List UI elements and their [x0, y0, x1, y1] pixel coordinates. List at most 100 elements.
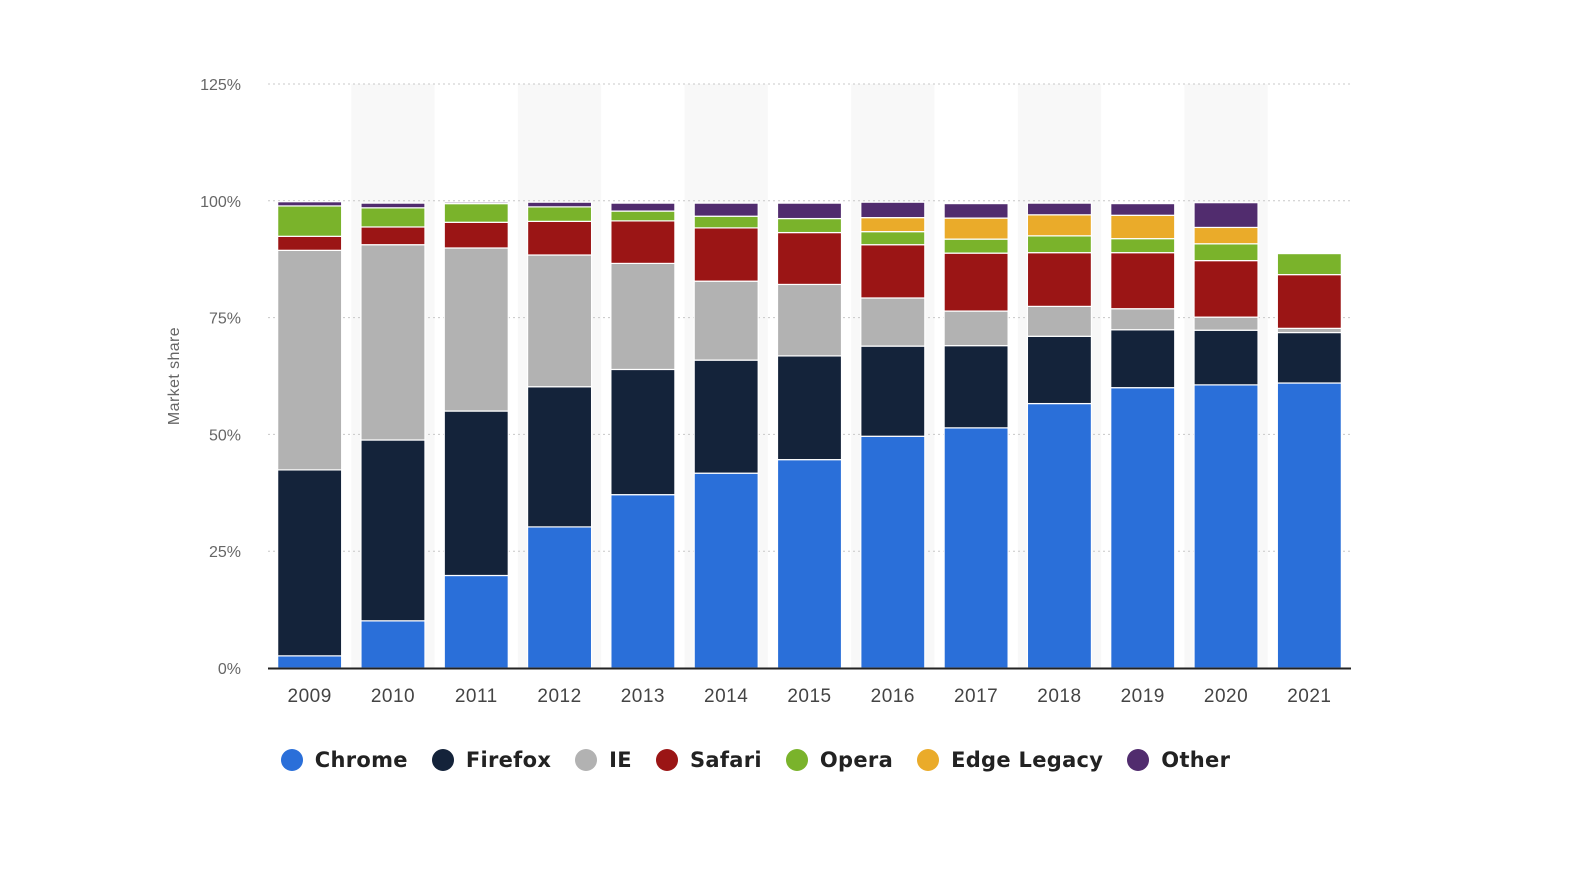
bar-ie[interactable] [1026, 305, 1093, 337]
bar-safari[interactable] [526, 220, 593, 256]
legend-dot-icon [431, 749, 454, 771]
bar-safari[interactable] [1026, 252, 1093, 307]
bar-chrome[interactable] [1026, 402, 1093, 669]
bar-safari[interactable] [1193, 260, 1259, 318]
bar-firefox[interactable] [1110, 329, 1176, 389]
legend-label: Firefox [465, 748, 552, 772]
y-tick-label: 125% [200, 77, 241, 94]
bar-opera[interactable] [776, 217, 843, 234]
bar-opera[interactable] [1193, 243, 1259, 262]
legend-dot-icon [280, 749, 303, 771]
bar-opera[interactable] [360, 207, 426, 228]
legend-item-opera[interactable]: Opera [785, 748, 893, 772]
bar-edge-legacy[interactable] [1110, 214, 1176, 240]
bar-ie[interactable] [860, 297, 926, 347]
bar-chrome[interactable] [1276, 382, 1342, 669]
y-tick-label: 50% [209, 427, 241, 444]
bar-opera[interactable] [1110, 238, 1176, 254]
bar-ie[interactable] [277, 249, 343, 471]
bar-opera[interactable] [860, 231, 926, 246]
bar-safari[interactable] [860, 244, 926, 299]
legend-item-chrome[interactable]: Chrome [280, 748, 408, 772]
legend-item-firefox[interactable]: Firefox [431, 748, 552, 772]
bar-firefox[interactable] [360, 439, 426, 622]
bar-chrome[interactable] [776, 459, 843, 669]
x-tick-label: 2012 [537, 686, 581, 707]
bar-other[interactable] [860, 201, 926, 219]
bar-other[interactable] [776, 202, 843, 220]
bar-other[interactable] [443, 201, 509, 205]
bar-group-2010 [360, 202, 426, 669]
bar-ie[interactable] [610, 262, 676, 371]
y-tick-label: 75% [209, 311, 241, 328]
bar-firefox[interactable] [526, 386, 593, 528]
bar-chrome[interactable] [610, 494, 676, 669]
bar-opera[interactable] [277, 205, 343, 237]
bar-chrome[interactable] [943, 427, 1009, 669]
bar-other[interactable] [1110, 203, 1176, 216]
bar-edge-legacy[interactable] [1026, 214, 1093, 237]
bar-safari[interactable] [943, 252, 1009, 312]
bar-ie[interactable] [1193, 316, 1259, 331]
bar-opera[interactable] [610, 210, 676, 222]
bar-firefox[interactable] [943, 345, 1009, 429]
bar-opera[interactable] [693, 215, 759, 229]
bar-firefox[interactable] [693, 359, 759, 474]
bar-safari[interactable] [443, 221, 509, 249]
bar-other[interactable] [360, 202, 426, 209]
x-tick-label: 2017 [954, 686, 998, 707]
legend-item-edge-legacy[interactable]: Edge Legacy [917, 748, 1103, 772]
bar-chrome[interactable] [277, 655, 343, 669]
bar-chrome[interactable] [360, 620, 426, 669]
legend-item-safari[interactable]: Safari [655, 748, 762, 772]
bar-other[interactable] [277, 201, 343, 207]
bar-firefox[interactable] [860, 345, 926, 437]
bar-opera[interactable] [943, 238, 1009, 254]
bar-chrome[interactable] [443, 574, 509, 669]
bar-edge-legacy[interactable] [943, 217, 1009, 240]
bar-firefox[interactable] [1026, 335, 1093, 405]
bar-ie[interactable] [943, 310, 1009, 347]
bar-firefox[interactable] [1276, 331, 1342, 384]
bar-edge-legacy[interactable] [860, 217, 926, 233]
legend-item-other[interactable]: Other [1127, 748, 1230, 772]
bar-opera[interactable] [1276, 252, 1342, 276]
bar-safari[interactable] [1110, 252, 1176, 310]
bar-opera[interactable] [526, 206, 593, 222]
bar-firefox[interactable] [443, 410, 509, 577]
bar-ie[interactable] [693, 280, 759, 361]
bar-opera[interactable] [443, 203, 509, 223]
bar-chrome[interactable] [526, 526, 593, 669]
bar-safari[interactable] [693, 227, 759, 282]
bar-ie[interactable] [526, 254, 593, 388]
bar-firefox[interactable] [1193, 329, 1259, 386]
bar-ie[interactable] [443, 247, 509, 412]
bar-other[interactable] [526, 201, 593, 208]
bar-firefox[interactable] [776, 355, 843, 461]
bar-ie[interactable] [360, 244, 426, 441]
bar-safari[interactable] [1276, 274, 1342, 329]
bar-chrome[interactable] [693, 472, 759, 669]
bar-ie[interactable] [776, 283, 843, 357]
bar-ie[interactable] [1110, 308, 1176, 331]
legend-item-ie[interactable]: IE [575, 748, 632, 772]
bar-opera[interactable] [1026, 235, 1093, 254]
bar-firefox[interactable] [610, 368, 676, 496]
bar-safari[interactable] [277, 235, 343, 251]
bar-ie[interactable] [1276, 327, 1342, 334]
bar-safari[interactable] [776, 231, 843, 286]
bar-firefox[interactable] [277, 469, 343, 657]
bar-chrome[interactable] [860, 435, 926, 669]
bar-other[interactable] [610, 202, 676, 212]
bar-other[interactable] [943, 203, 1009, 219]
bar-edge-legacy[interactable] [1193, 226, 1259, 245]
bar-other[interactable] [1193, 202, 1259, 229]
legend-dot-icon [655, 749, 678, 771]
bar-other[interactable] [693, 202, 759, 217]
bar-other[interactable] [1026, 202, 1093, 216]
bar-chrome[interactable] [1110, 387, 1176, 669]
legend-label: Safari [689, 748, 762, 772]
bar-chrome[interactable] [1193, 384, 1259, 669]
bar-safari[interactable] [610, 220, 676, 265]
bar-safari[interactable] [360, 226, 426, 246]
